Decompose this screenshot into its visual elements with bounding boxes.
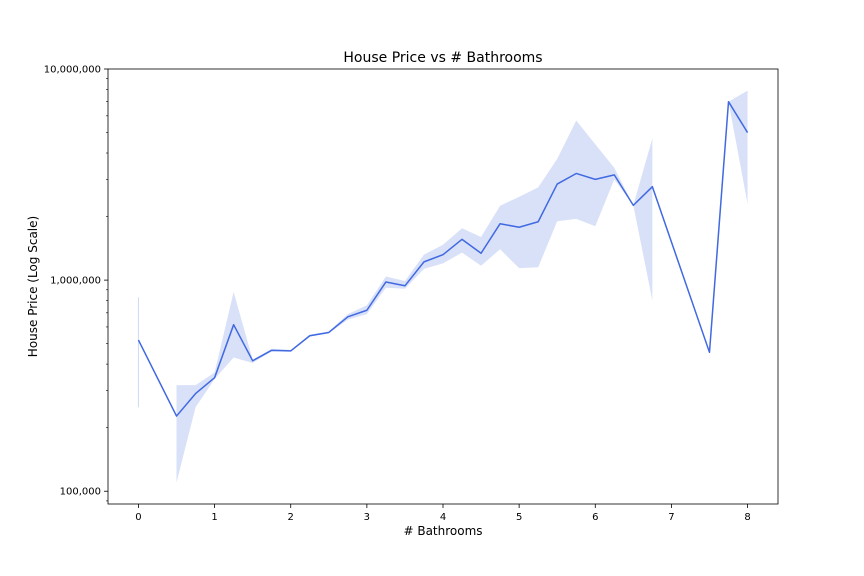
y-axis: 100,000 1,000,000 10,000,000	[44, 65, 108, 502]
x-axis: 0 1 2 3 4 5 6 7 8	[135, 504, 751, 523]
y-axis-label: House Price (Log Scale)	[26, 216, 40, 357]
x-tick-label: 1	[211, 512, 217, 523]
x-axis-label: # Bathrooms	[403, 524, 482, 538]
x-tick-label: 0	[135, 512, 141, 523]
confidence-band	[176, 120, 653, 483]
x-tick-label: 7	[668, 512, 674, 523]
y-tick-label: 100,000	[60, 487, 101, 498]
x-tick-label: 8	[744, 512, 750, 523]
plot-layer	[137, 90, 749, 483]
x-tick-label: 3	[364, 512, 370, 523]
confidence-band	[709, 90, 748, 353]
y-tick-label: 1,000,000	[50, 276, 101, 287]
y-tick-label: 10,000,000	[44, 65, 101, 76]
x-tick-label: 2	[288, 512, 294, 523]
x-tick-label: 5	[516, 512, 522, 523]
x-tick-label: 6	[592, 512, 598, 523]
series-line	[137, 100, 749, 417]
chart-title: House Price vs # Bathrooms	[343, 50, 542, 66]
x-tick-label: 4	[440, 512, 446, 523]
